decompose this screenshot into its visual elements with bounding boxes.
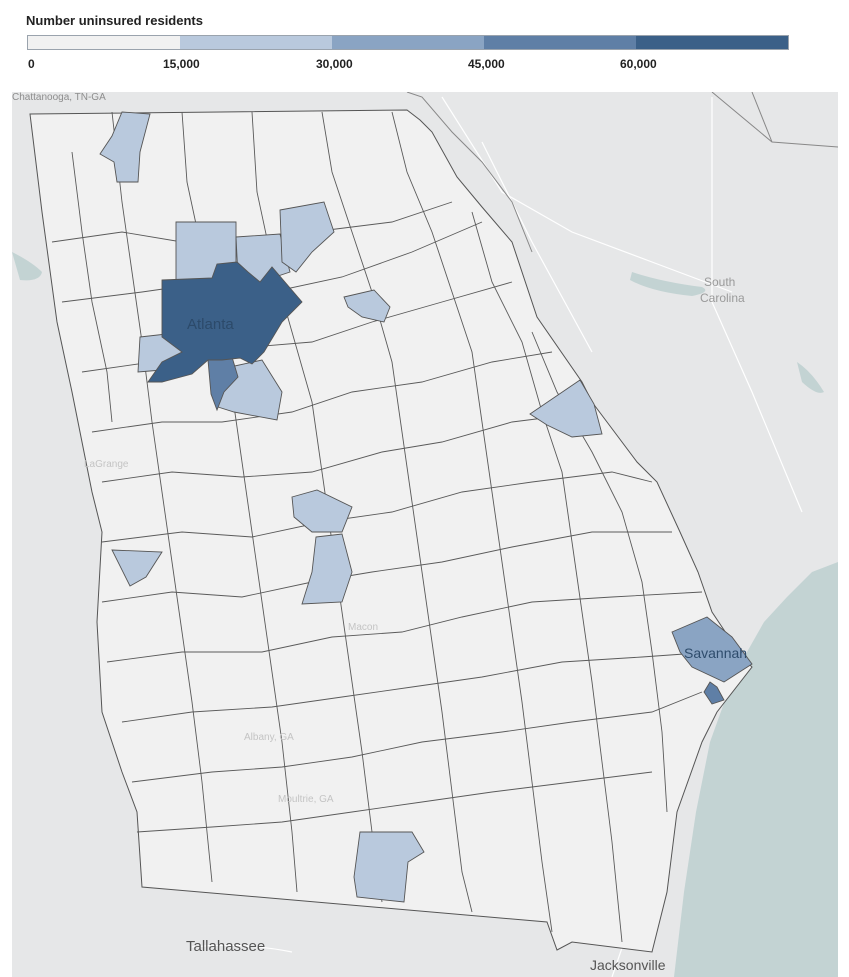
- county-shaded[interactable]: [279, 201, 335, 273]
- legend-tick-30000: 30,000: [316, 57, 353, 71]
- color-legend-bar: [27, 35, 789, 50]
- county-atlanta-metro[interactable]: [147, 261, 303, 383]
- city-label-chattanooga: Chattanooga, TN-GA: [12, 92, 106, 103]
- legend-swatch-3: [484, 36, 636, 49]
- county-shaded[interactable]: [111, 549, 163, 587]
- county-shaded[interactable]: [301, 533, 353, 605]
- city-label-savannah: Savannah: [684, 645, 748, 661]
- legend-title: Number uninsured residents: [26, 13, 203, 28]
- legend-tick-45000: 45,000: [468, 57, 505, 71]
- choropleth-map[interactable]: Chattanooga, TN-GA South Carolina Atlant…: [12, 92, 838, 977]
- region-label-carolina: Carolina: [700, 291, 745, 305]
- legend-swatch-4: [636, 36, 788, 49]
- legend-swatch-2: [332, 36, 484, 49]
- shaded-counties[interactable]: [99, 111, 753, 903]
- legend-tick-60000: 60,000: [620, 57, 657, 71]
- county-shaded[interactable]: [353, 831, 425, 903]
- county-shaded[interactable]: [291, 489, 353, 533]
- county-shaded[interactable]: [529, 379, 603, 438]
- city-label-moultrie: Moultrie, GA: [278, 794, 334, 805]
- map-canvas[interactable]: [12, 92, 838, 977]
- lake: [12, 252, 42, 281]
- county-shaded[interactable]: [343, 289, 391, 323]
- county-shaded[interactable]: [99, 111, 151, 183]
- county-savannah[interactable]: [671, 616, 753, 683]
- region-label-south: South: [704, 275, 736, 289]
- city-label-atlanta: Atlanta: [187, 316, 234, 333]
- legend-tick-0: 0: [28, 57, 35, 71]
- city-label-macon: Macon: [348, 622, 379, 633]
- city-label-tallahassee: Tallahassee: [186, 938, 266, 955]
- legend-swatch-1: [180, 36, 332, 49]
- city-label-albany: Albany, GA: [244, 732, 294, 743]
- legend-swatch-0: [28, 36, 180, 49]
- atlantic-ocean: [674, 562, 838, 977]
- city-label-jacksonville: Jacksonville: [590, 957, 666, 973]
- county-shaded[interactable]: [703, 681, 725, 705]
- lake: [797, 362, 824, 393]
- state-borders: [406, 92, 838, 253]
- lake: [630, 272, 706, 296]
- legend-tick-15000: 15,000: [163, 57, 200, 71]
- city-label-lagrange: LaGrange: [84, 459, 129, 470]
